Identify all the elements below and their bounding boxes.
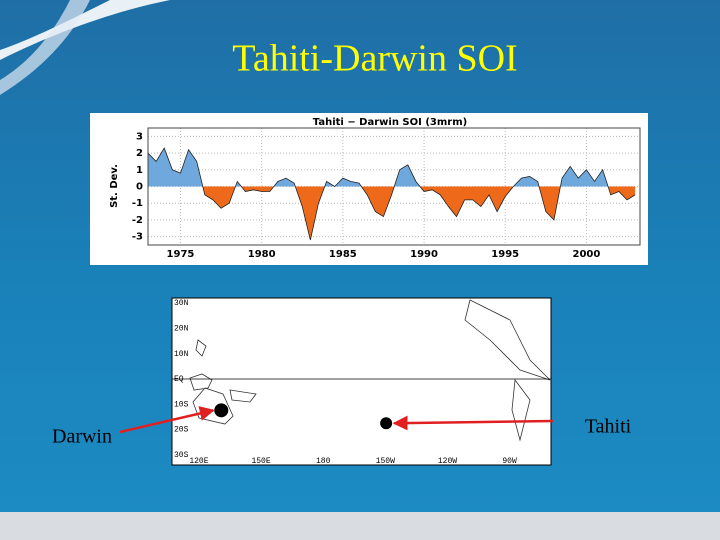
swoosh xyxy=(0,0,90,95)
y-tick-label: -2 xyxy=(132,215,143,226)
lat-label: 20N xyxy=(174,324,189,333)
lat-label: 30S xyxy=(174,451,189,460)
lon-label: 120E xyxy=(189,457,208,466)
x-tick-label: 1995 xyxy=(491,249,519,260)
x-tick-label: 1980 xyxy=(248,249,276,260)
lat-label: EQ xyxy=(174,375,184,384)
station-label: Darwin xyxy=(52,426,112,448)
lon-label: 90W xyxy=(502,457,517,466)
y-tick-label: 3 xyxy=(136,131,143,142)
footer-band xyxy=(0,512,720,540)
y-tick-label: 2 xyxy=(136,148,143,159)
x-tick-label: 2000 xyxy=(572,249,600,260)
map-frame xyxy=(171,297,552,466)
x-tick-label: 1985 xyxy=(329,249,357,260)
y-tick-label: -3 xyxy=(132,232,143,243)
chart-title: Tahiti − Darwin SOI (3mrm) xyxy=(313,117,467,128)
lon-label: 150E xyxy=(251,457,270,466)
x-tick-label: 1990 xyxy=(410,249,438,260)
lon-label: 180 xyxy=(316,457,331,466)
lat-label: 20S xyxy=(174,426,189,435)
y-axis-label: St. Dev. xyxy=(109,164,120,208)
x-tick-label: 1975 xyxy=(167,249,195,260)
lat-label: 30N xyxy=(174,299,189,308)
positive-area xyxy=(148,148,636,187)
lat-label: 10N xyxy=(174,350,189,359)
y-tick-label: -1 xyxy=(132,198,143,209)
map-background xyxy=(172,298,551,465)
lon-label: 150W xyxy=(376,457,395,466)
lon-label: 120W xyxy=(438,457,457,466)
pointer-arrow xyxy=(392,415,554,431)
plot-frame xyxy=(147,127,641,246)
station-dot xyxy=(214,403,229,418)
station-label: Tahiti xyxy=(585,416,632,438)
slide-title: Tahiti-Darwin SOI xyxy=(232,38,517,80)
lat-label: 10S xyxy=(174,400,189,409)
chart: Tahiti − Darwin SOI (3mrm) St. Dev. 3 2 1 0… xyxy=(90,113,648,265)
y-tick-label: 1 xyxy=(136,165,143,176)
series-line xyxy=(147,147,636,241)
pointer-arrow xyxy=(119,406,215,434)
y-tick-label: 0 xyxy=(136,182,143,193)
coastline xyxy=(189,299,551,442)
station-dot xyxy=(380,417,393,430)
